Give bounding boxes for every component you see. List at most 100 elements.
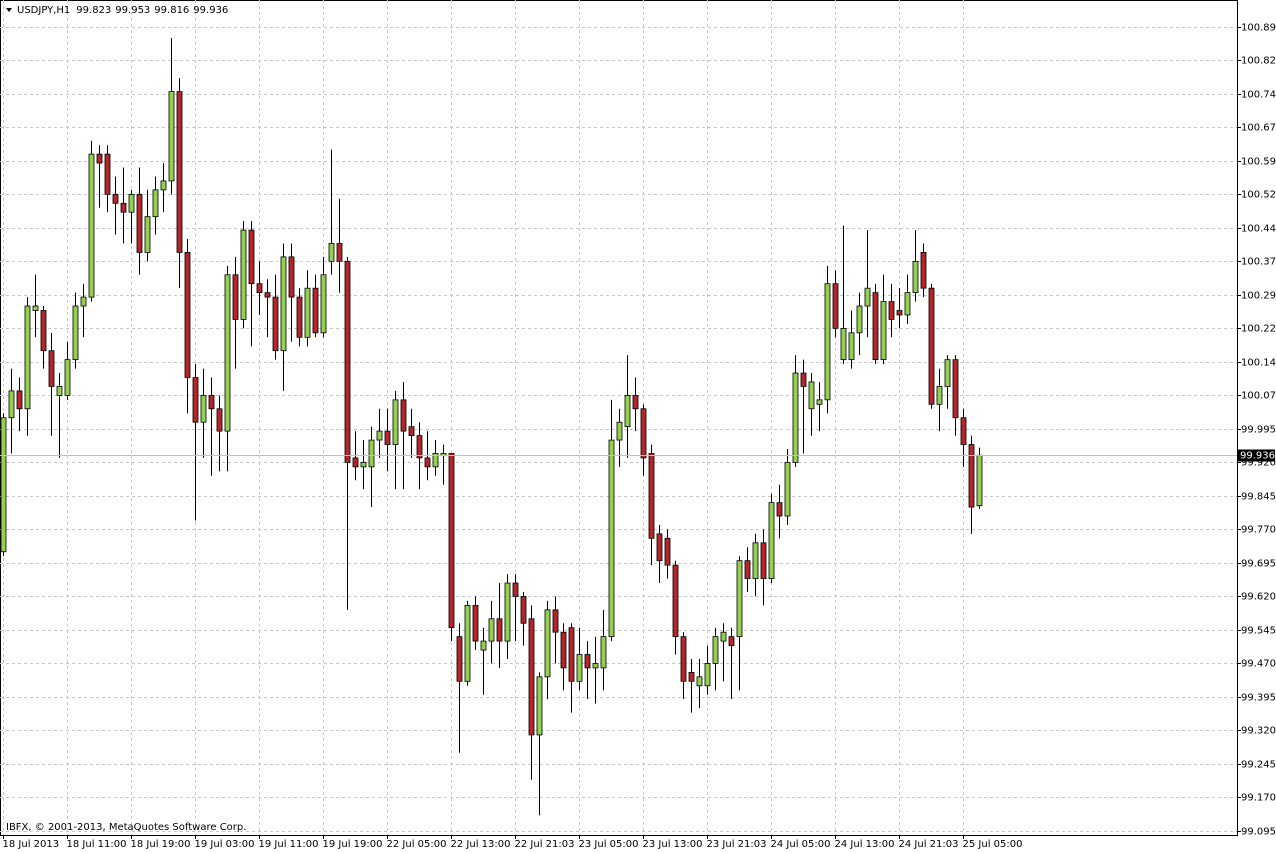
candle-body	[56, 386, 63, 396]
candle-body	[592, 663, 599, 669]
y-tick-label: 100.370	[1241, 257, 1276, 268]
candle-body	[392, 399, 399, 445]
candle-body	[312, 287, 319, 334]
header-low: 99.816	[154, 5, 189, 16]
candle-body	[824, 283, 831, 401]
y-tick-label: 99.695	[1241, 559, 1276, 570]
header-open: 99.823	[76, 5, 111, 16]
y-tick-label: 99.845	[1241, 492, 1276, 503]
y-tick-label: 99.245	[1241, 760, 1276, 771]
candle-body	[328, 243, 335, 262]
candle-body	[384, 430, 391, 445]
candle-body	[32, 305, 39, 311]
candle-body	[952, 359, 959, 419]
candle-body	[856, 305, 863, 334]
candle-body	[840, 327, 847, 361]
x-tick-label: 23 Jul 13:00	[643, 839, 703, 850]
y-tick-label: 100.145	[1241, 358, 1276, 369]
y-tick-label: 99.920	[1241, 458, 1276, 469]
candle-body	[408, 426, 415, 436]
x-tick-label: 24 Jul 05:00	[771, 839, 831, 850]
candle-body	[48, 350, 55, 387]
candle-body	[496, 618, 503, 642]
header-close: 99.936	[193, 5, 228, 16]
candle-body	[136, 193, 143, 253]
price-tag-label: 99.936	[1240, 451, 1275, 462]
candle-body	[88, 153, 95, 298]
candle-body	[744, 560, 751, 579]
candle-body	[480, 640, 487, 651]
candle-body	[432, 453, 439, 468]
candle-body	[624, 394, 631, 428]
candle-body	[960, 417, 967, 445]
candle-body	[128, 193, 135, 213]
x-tick-label: 25 Jul 05:00	[963, 839, 1023, 850]
y-tick-label: 99.095	[1241, 827, 1276, 838]
grid	[0, 0, 1237, 835]
candle-body	[224, 274, 231, 432]
candle-body	[104, 153, 111, 195]
y-tick-label: 99.320	[1241, 726, 1276, 737]
candle-body	[768, 502, 775, 579]
candle-body	[936, 386, 943, 405]
candle-body	[200, 394, 207, 423]
y-tick-label: 100.670	[1241, 123, 1276, 134]
candle-body	[712, 636, 719, 664]
candle-body	[912, 260, 919, 294]
candle-body	[336, 243, 343, 262]
y-tick-label: 100.070	[1241, 391, 1276, 402]
x-tick-label: 18 Jul 2013	[3, 839, 60, 850]
candle-body	[376, 430, 383, 441]
y-tick-label: 99.470	[1241, 659, 1276, 670]
candle-body	[696, 676, 703, 687]
candle-body	[976, 454, 983, 507]
candle-body	[16, 390, 23, 410]
y-tick-label: 100.445	[1241, 224, 1276, 235]
candle-body	[792, 372, 799, 463]
candle-body	[448, 453, 455, 629]
candle-body	[8, 390, 15, 419]
candle-body	[264, 292, 271, 298]
x-tick-label: 22 Jul 13:00	[451, 839, 511, 850]
x-tick-label: 19 Jul 19:00	[323, 839, 383, 850]
candle-body	[920, 252, 927, 289]
candle-body	[640, 408, 647, 459]
y-tick-label: 100.895	[1241, 23, 1276, 34]
x-tick-label: 22 Jul 21:03	[515, 839, 575, 850]
candle-body	[552, 609, 559, 633]
candle-body	[248, 229, 255, 285]
candle-body	[80, 296, 87, 307]
candles	[0, 37, 983, 816]
price-tag	[1238, 449, 1275, 462]
header-high: 99.953	[115, 5, 150, 16]
candle-body	[344, 260, 351, 463]
candle-body	[160, 180, 167, 191]
candle-body	[688, 671, 695, 682]
candle-body	[832, 283, 839, 329]
x-tick-label: 18 Jul 19:00	[131, 839, 191, 850]
candle-body	[472, 604, 479, 642]
candle-body	[216, 408, 223, 432]
candle-body	[664, 537, 671, 566]
copyright: IBFX, © 2001-2013, MetaQuotes Software C…	[6, 822, 246, 833]
candle-body	[112, 193, 119, 204]
candle-body	[296, 296, 303, 338]
candle-body	[64, 359, 71, 396]
y-tick-label: 100.520	[1241, 190, 1276, 201]
chart-header: USDJPY,H1 99.823 99.953 99.816 99.936	[17, 5, 228, 16]
candle-body	[760, 542, 767, 579]
menu-triangle[interactable]	[6, 8, 12, 12]
candle-body	[192, 377, 199, 423]
candle-body	[608, 439, 615, 638]
y-tick-label: 99.545	[1241, 626, 1276, 637]
candle-body	[560, 631, 567, 669]
candle-body	[368, 439, 375, 468]
candle-body	[600, 636, 607, 669]
candle-body	[288, 256, 295, 298]
candle-body	[816, 399, 823, 405]
candle-body	[72, 305, 79, 361]
candle-body	[808, 381, 815, 410]
candle-body	[504, 582, 511, 642]
candle-body	[184, 252, 191, 378]
candle-body	[360, 461, 367, 468]
